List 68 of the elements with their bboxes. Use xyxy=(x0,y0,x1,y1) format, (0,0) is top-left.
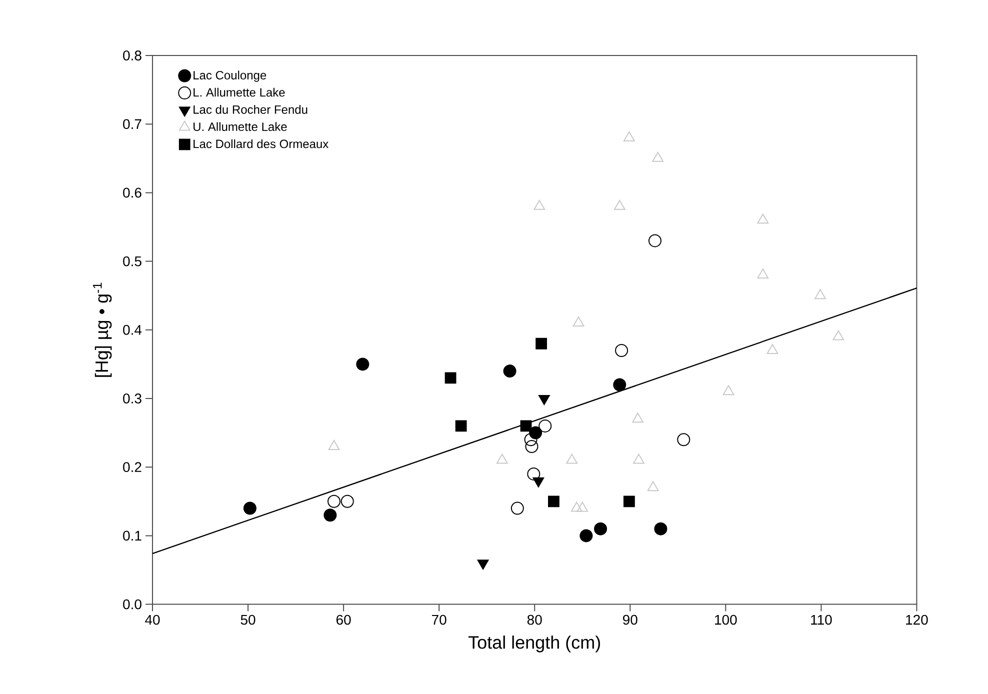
point xyxy=(652,152,664,162)
legend-label: Lac Dollard des Ormeaux xyxy=(194,139,329,148)
y-tick-label: 0.5 xyxy=(123,256,142,266)
y-tick-label: 0.3 xyxy=(123,394,142,404)
x-tick-label: 40 xyxy=(145,614,160,625)
point xyxy=(340,494,354,508)
legend-label: Lac du Rocher Fendu xyxy=(194,105,308,114)
point xyxy=(538,419,552,432)
x-tick-label: 100 xyxy=(715,614,737,625)
point xyxy=(576,502,588,512)
x-axis-title: Total length (cm) xyxy=(468,636,600,652)
point xyxy=(615,344,628,357)
point xyxy=(614,200,626,210)
point xyxy=(328,494,340,508)
point xyxy=(757,214,769,224)
point xyxy=(722,385,734,396)
legend-label: L. Allumette Lake xyxy=(194,88,285,97)
point xyxy=(503,364,516,378)
point xyxy=(324,508,337,522)
y-tick-label: 0.2 xyxy=(123,462,142,472)
x-tick-label: 80 xyxy=(527,614,542,625)
point xyxy=(536,338,547,350)
x-tick-label: 60 xyxy=(336,614,351,625)
point xyxy=(648,234,662,248)
point xyxy=(654,522,668,536)
y-tick-label: 0.0 xyxy=(123,599,142,610)
y-axis-title: [Hg] µg • g$^{-1}$ xyxy=(93,282,112,377)
point xyxy=(580,529,593,542)
point xyxy=(455,420,467,432)
point xyxy=(613,378,626,392)
point xyxy=(832,330,844,340)
point xyxy=(632,412,644,423)
point xyxy=(496,454,508,464)
point xyxy=(534,200,546,210)
y-tick-label: 0.4 xyxy=(123,324,142,335)
point xyxy=(633,454,644,464)
point xyxy=(572,316,584,327)
point xyxy=(677,433,690,446)
point xyxy=(566,454,578,464)
x-tick-label: 110 xyxy=(811,614,832,625)
point xyxy=(525,440,538,454)
point xyxy=(623,496,635,508)
point xyxy=(548,496,560,508)
point xyxy=(356,358,370,371)
legend-label: Lac Coulonge xyxy=(194,70,266,82)
point xyxy=(766,344,778,354)
x-tick-label: 50 xyxy=(240,614,256,625)
x-tick-label: 120 xyxy=(906,614,928,625)
y-tick-label: 0.8 xyxy=(123,50,142,60)
y-tick-label: 0.6 xyxy=(123,188,142,198)
point xyxy=(243,502,256,515)
x-tick-label: 90 xyxy=(623,614,638,625)
y-tick-label: 0.1 xyxy=(123,530,142,541)
point xyxy=(757,268,769,279)
point xyxy=(520,420,532,432)
y-tick-label: 0.7 xyxy=(123,119,142,130)
point xyxy=(527,467,540,480)
point xyxy=(510,502,524,515)
point xyxy=(328,440,340,450)
point xyxy=(524,433,538,446)
point xyxy=(444,372,456,384)
x-tick-label: 70 xyxy=(432,614,446,625)
point xyxy=(570,502,582,512)
point xyxy=(623,131,635,142)
point xyxy=(647,481,659,492)
point xyxy=(594,522,608,536)
point xyxy=(814,289,826,300)
legend-label: U. Allumette Lake xyxy=(194,122,287,132)
